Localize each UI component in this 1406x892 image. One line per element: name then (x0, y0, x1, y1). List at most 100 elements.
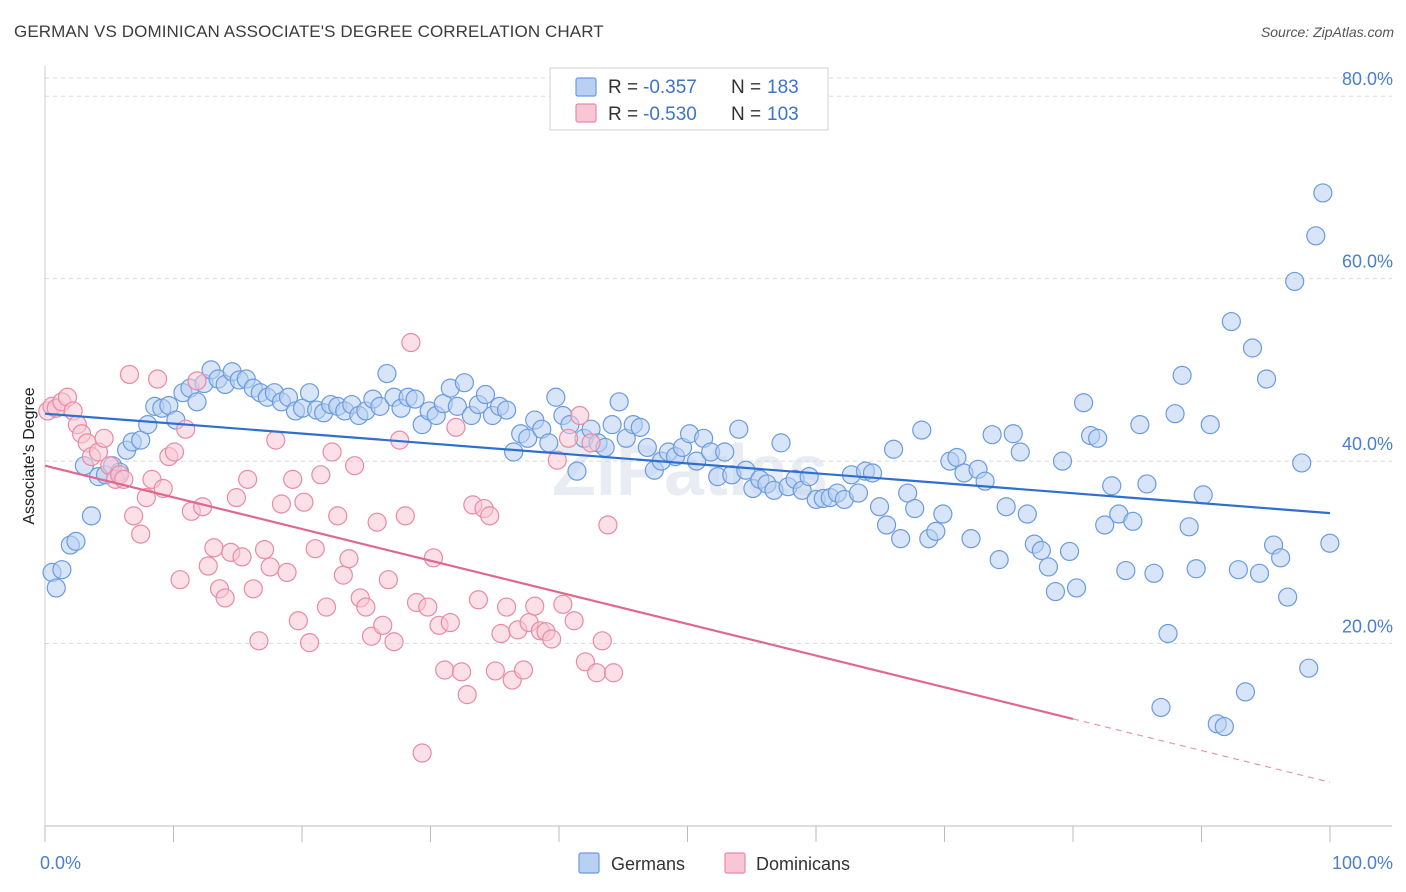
point-dominicans (418, 597, 438, 617)
x-tick-label: 0.0% (40, 853, 81, 873)
point-dominicans (356, 597, 376, 617)
y-tick-label: 80.0% (1342, 69, 1393, 89)
point-dominicans (260, 557, 280, 577)
point-dominicans (401, 332, 421, 353)
point-dominicans (485, 661, 505, 681)
point-germans (1242, 338, 1263, 358)
point-germans (989, 550, 1009, 570)
point-dominicans (198, 556, 218, 576)
point-dominicans (587, 663, 607, 683)
point-dominicans (328, 506, 348, 526)
point-dominicans (378, 570, 398, 590)
legend-r-value-germans: -0.357 (643, 77, 697, 98)
point-germans (686, 451, 707, 471)
point-dominicans (119, 364, 140, 385)
point-germans (1038, 557, 1059, 577)
point-germans (1278, 587, 1298, 607)
point-dominicans (226, 488, 246, 508)
point-germans (905, 498, 925, 519)
point-germans (1116, 560, 1136, 581)
point-dominicans (215, 588, 235, 608)
point-germans (1306, 226, 1326, 246)
point-germans (1059, 541, 1080, 562)
legend-n-label: N = (731, 77, 761, 98)
point-germans (729, 419, 749, 439)
point-dominicans (271, 494, 292, 514)
point-germans (518, 428, 538, 448)
point-germans (46, 578, 66, 598)
point-germans (1200, 415, 1220, 435)
point-dominicans (294, 492, 314, 512)
point-dominicans (435, 660, 455, 680)
point-germans (475, 384, 496, 405)
point-germans (848, 483, 869, 503)
point-germans (736, 460, 756, 480)
point-germans (299, 383, 320, 403)
point-dominicans (367, 512, 387, 532)
point-germans (1102, 476, 1122, 496)
chart-title: GERMAN VS DOMINICAN ASSOCIATE'S DEGREE C… (14, 22, 604, 41)
point-germans (771, 433, 791, 453)
point-dominicans (164, 442, 185, 462)
point-germans (370, 396, 390, 416)
legend-n-value-germans: 183 (767, 77, 799, 98)
point-dominicans (316, 597, 337, 617)
point-dominicans (288, 611, 308, 631)
point-germans (1144, 563, 1164, 583)
point-germans (996, 497, 1016, 517)
point-germans (1151, 697, 1171, 718)
point-germans (1130, 415, 1150, 435)
point-germans (1313, 183, 1333, 203)
point-germans (377, 363, 397, 384)
legend-n-label: N = (731, 104, 761, 125)
point-dominicans (491, 623, 511, 644)
legend-swatch-dominicans (724, 852, 746, 874)
point-germans (982, 425, 1002, 445)
point-germans (912, 420, 932, 440)
legend-n-value-dominicans: 103 (767, 104, 799, 125)
point-germans (1052, 451, 1073, 471)
point-dominicans (277, 562, 297, 583)
trend-line-extension-dominicans (1072, 718, 1331, 783)
point-germans (1249, 563, 1270, 583)
point-dominicans (170, 570, 190, 590)
point-germans (884, 439, 904, 459)
point-dominicans (176, 419, 196, 439)
point-dominicans (446, 417, 466, 437)
point-dominicans (423, 548, 444, 568)
point-dominicans (147, 369, 168, 389)
point-dominicans (457, 685, 477, 705)
point-germans (1165, 404, 1185, 424)
point-germans (1271, 548, 1291, 568)
point-germans (1193, 485, 1213, 505)
x-tick-labels: 0.0% 100.0% (40, 853, 1393, 873)
point-dominicans (311, 465, 331, 485)
legend-swatch-germans (578, 852, 600, 874)
point-germans (1088, 428, 1108, 448)
series-legend: Germans Dominicans (578, 852, 850, 874)
y-tick-label: 20.0% (1342, 617, 1393, 637)
point-dominicans (395, 506, 415, 526)
point-germans (1172, 365, 1192, 385)
point-germans (1017, 504, 1037, 524)
point-germans (454, 373, 474, 393)
point-dominicans (496, 597, 517, 617)
point-germans (1003, 424, 1023, 444)
point-germans (926, 521, 946, 541)
point-germans (869, 497, 890, 517)
point-germans (546, 387, 566, 407)
point-dominicans (603, 663, 624, 683)
point-dominicans (598, 515, 618, 535)
point-germans (504, 442, 524, 462)
point-dominicans (440, 612, 460, 633)
legend-label-germans: Germans (611, 854, 685, 874)
legend-r-value-dominicans: -0.530 (643, 104, 697, 125)
correlation-legend: R = -0.357 N = 183 R = -0.530 N = 103 (549, 67, 829, 131)
point-dominicans (570, 405, 590, 426)
point-germans (1235, 682, 1256, 702)
point-dominicans (305, 539, 325, 559)
point-germans (1123, 511, 1143, 531)
point-dominicans (333, 565, 353, 585)
trend-line-germans (44, 412, 1331, 515)
